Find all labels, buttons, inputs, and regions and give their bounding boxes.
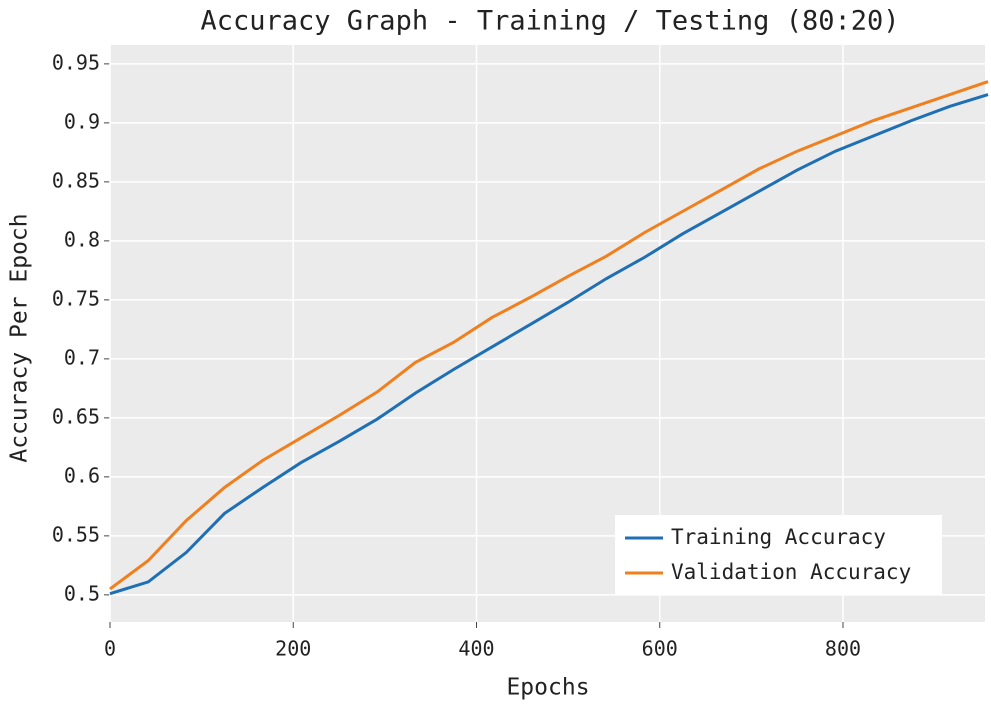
line (109, 93, 989, 596)
y-tick-label: 0.55 (52, 522, 100, 546)
y-tick-label: 0.6 (64, 463, 100, 487)
y-tick-label: 0.5 (64, 581, 100, 605)
legend-box (615, 515, 942, 595)
y-tick-label: 0.8 (64, 227, 100, 251)
y-tick-label: 0.95 (52, 50, 100, 74)
x-tick-label: 0 (104, 637, 116, 661)
y-tick-label: 0.9 (64, 109, 100, 133)
x-tick-label: 600 (642, 637, 678, 661)
y-tick-label: 0.7 (64, 345, 100, 369)
x-tick-label: 800 (825, 637, 861, 661)
y-tick-label: 0.65 (52, 404, 100, 428)
y-tick-label: 0.85 (52, 168, 100, 192)
legend: Training Accuracy Validation Accuracy (615, 515, 942, 595)
line (109, 80, 989, 591)
chart-title: Accuracy Graph - Training / Testing (80:… (201, 6, 900, 37)
y-axis-label: Accuracy Per Epoch (7, 213, 33, 462)
x-tick-label: 200 (275, 637, 311, 661)
legend-label: Validation Accuracy (671, 560, 911, 584)
x-axis-label: Epochs (506, 675, 589, 701)
legend-label: Training Accuracy (671, 525, 886, 549)
x-tick-label: 400 (458, 637, 494, 661)
y-tick-label: 0.75 (52, 286, 100, 310)
